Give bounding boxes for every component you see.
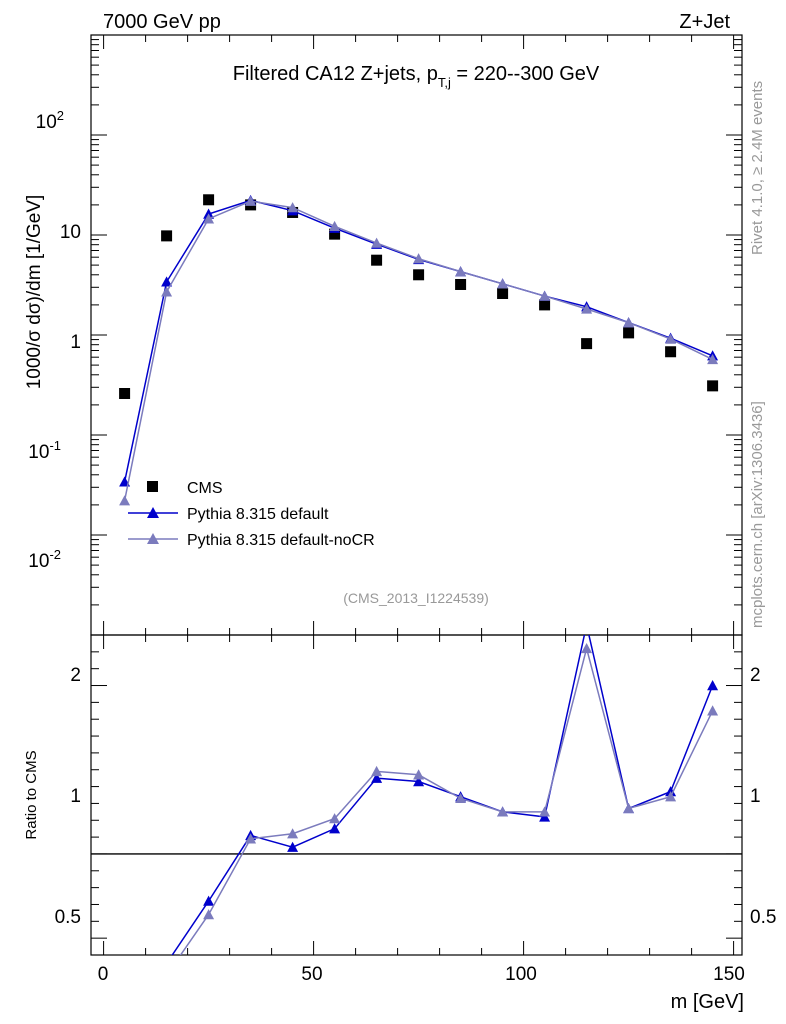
main-title: Filtered CA12 Z+jets, pT,j = 220--300 Ge…: [233, 63, 600, 90]
ratio-nocr-point: [455, 792, 467, 804]
pythia-nocr-point: [119, 495, 131, 506]
cms-data-point: [371, 254, 383, 266]
xlabel: m [GeV]: [671, 991, 744, 1013]
pythia-nocr-point: [623, 317, 635, 328]
ratio-nocr-point: [119, 1003, 130, 1013]
cms-data-point: [455, 278, 467, 290]
legend: CMS Pythia 8.315 default Pythia 8.315 de…: [128, 480, 375, 549]
cms-data-point: [329, 228, 341, 240]
pythia-nocr-point: [287, 202, 299, 213]
ratio-ytick-right-2: 2: [750, 665, 761, 686]
mcplots-label: mcplots.cern.ch [arXiv:1306.3436]: [749, 401, 766, 628]
ratio-nocr-point: [413, 769, 425, 780]
ratio-default-point: [371, 772, 383, 783]
ratio-ytick-2: 2: [70, 665, 81, 686]
ratio-nocr-point: [707, 705, 719, 716]
main-series: [119, 194, 719, 506]
ratio-series: [119, 619, 719, 1013]
cms-data-point: [539, 299, 551, 311]
legend-marker-cms: [147, 481, 158, 492]
pythia-nocr-point: [329, 220, 341, 232]
ratio-frame: [90, 634, 743, 956]
ratio-default-point: [581, 619, 592, 629]
ratio-default-point: [203, 895, 215, 906]
legend-marker-default: [147, 507, 159, 518]
ytick-label-10: 10: [60, 222, 81, 243]
pythia-nocr-point: [371, 237, 383, 248]
analysis-watermark: (CMS_2013_I1224539): [343, 590, 489, 606]
cms-data-point: [161, 230, 173, 242]
ratio-default-point: [119, 995, 130, 1005]
pythia-nocr-line: [123, 200, 713, 501]
ytick-label-100: 102: [36, 108, 64, 133]
ratio-nocr-point: [539, 806, 551, 817]
ratio-nocr-point: [371, 765, 383, 777]
legend-label-cms: CMS: [187, 480, 223, 497]
ratio-nocr-line: [179, 645, 714, 955]
ratio-nocr-point: [329, 813, 341, 824]
ratio-nocr-point: [203, 909, 215, 920]
pythia-nocr-point: [497, 278, 509, 289]
pythia-nocr-point: [539, 290, 551, 301]
ratio-ylabel: Ratio to CMS: [23, 750, 40, 839]
xtick-50: 50: [301, 964, 322, 985]
pythia-nocr-point: [413, 253, 425, 264]
cms-data-point: [203, 194, 215, 206]
pythia-nocr-point: [665, 333, 677, 344]
ratio-default-point: [287, 841, 299, 852]
header-right: Z+Jet: [679, 11, 730, 33]
pythia-nocr-point: [707, 353, 719, 365]
pythia-nocr-point: [455, 266, 467, 277]
cms-data-point: [623, 327, 635, 339]
pythia-nocr-point: [203, 213, 215, 224]
ratio-nocr-point: [581, 642, 593, 654]
cms-data-point: [665, 346, 677, 358]
cms-data-point: [707, 380, 719, 392]
pythia-default-line: [123, 199, 713, 483]
ratio-default-point: [329, 823, 341, 834]
ratio-ytick-right-1: 1: [750, 786, 761, 807]
cms-data-point: [497, 288, 509, 300]
ratio-ytick-1: 1: [70, 786, 81, 807]
ytick-label-0.1: 10-1: [28, 438, 61, 463]
ratio-default-point: [413, 776, 425, 787]
legend-marker-nocr: [147, 533, 159, 544]
cms-data-point: [413, 269, 425, 281]
ratio-default-point: [161, 958, 172, 968]
ratio-nocr-point: [245, 833, 257, 844]
ratio-nocr-point: [497, 806, 509, 817]
pythia-nocr-point: [581, 303, 593, 314]
legend-label-default: Pythia 8.315 default: [187, 506, 329, 523]
rivet-label: Rivet 4.1.0, ≥ 2.4M events: [749, 81, 766, 255]
ratio-ytick-0.5: 0.5: [55, 907, 81, 928]
ratio-nocr-point: [623, 802, 635, 814]
pythia-nocr-point: [161, 286, 173, 297]
ratio-ytick-right-0.5: 0.5: [750, 907, 776, 928]
xtick-150: 150: [713, 964, 745, 985]
ratio-nocr-point: [665, 791, 677, 802]
cms-data-point: [581, 338, 593, 350]
ratio-default-point: [707, 680, 719, 691]
ytick-label-1: 1: [70, 332, 81, 353]
pythia-default-point: [161, 276, 173, 287]
legend-label-nocr: Pythia 8.315 default-noCR: [187, 532, 375, 549]
ratio-nocr-point: [287, 828, 299, 839]
pythia-nocr-point: [245, 195, 257, 206]
axis-ticks: [91, 35, 742, 955]
xtick-100: 100: [505, 964, 537, 985]
header-left: 7000 GeV pp: [103, 11, 221, 33]
ytick-label-0.01: 10-2: [28, 547, 61, 572]
main-ylabel: 1000/σ dσ)/dm [1/GeV]: [24, 195, 45, 390]
ratio-nocr-point: [161, 970, 172, 980]
xtick-0: 0: [98, 964, 109, 985]
cms-data-point: [119, 388, 131, 400]
